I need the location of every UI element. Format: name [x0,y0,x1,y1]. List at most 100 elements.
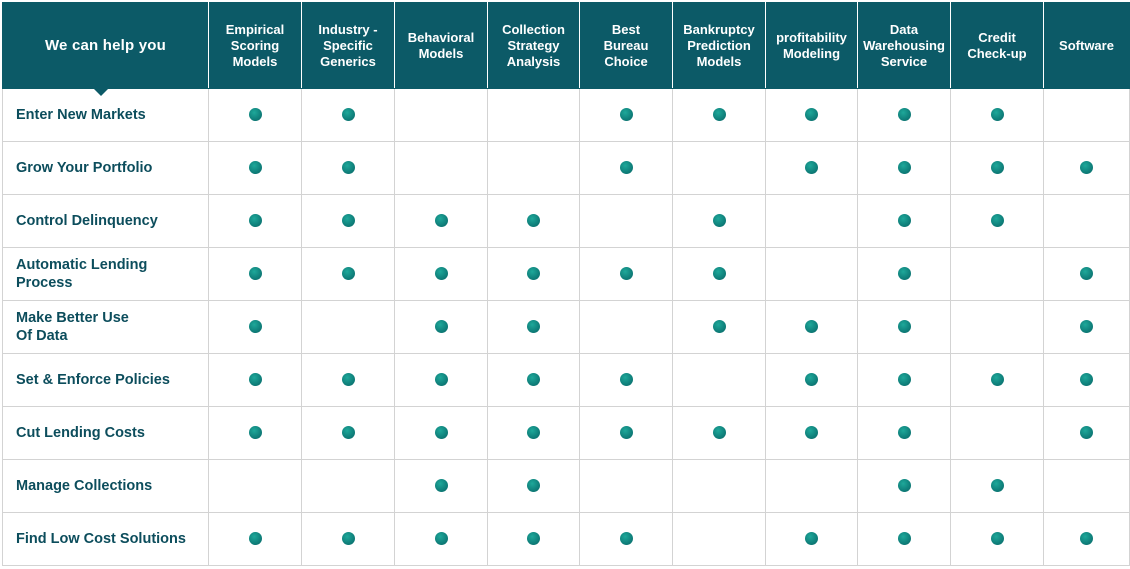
matrix-cell [672,300,766,354]
matrix-cell [1043,141,1130,195]
row-label-cell: Control Delinquency [2,194,209,248]
column-header-line: Models [418,45,464,61]
filled-circle-dot-icon [248,532,262,546]
column-header-line: Prediction [687,37,751,53]
table-row: Control Delinquency [2,194,1130,248]
matrix-cell [208,88,302,142]
filled-circle-dot-icon [527,214,540,228]
filled-circle-dot-icon [434,320,448,334]
row-label-cell: Grow Your Portfolio [2,141,209,195]
filled-circle-dot-icon [990,108,1004,122]
matrix-cell [672,353,766,407]
matrix-cell [394,247,488,301]
column-header-line: Warehousing [863,37,945,53]
matrix-cell [672,512,766,566]
matrix-cell [579,406,673,460]
filled-circle-dot-icon [619,108,633,122]
column-header-line: Models [232,53,278,69]
matrix-cell [672,406,766,460]
matrix-cell [1043,300,1130,354]
matrix-cell [857,247,951,301]
matrix-cell [487,141,580,195]
row-label-cell: Find Low Cost Solutions [2,512,209,566]
matrix-cell [208,406,302,460]
filled-circle-dot-icon [341,267,355,281]
corner-header-cell: We can help you [2,2,209,96]
column-header-line: Models [696,53,742,69]
matrix-cell [1043,459,1130,513]
matrix-cell [857,512,951,566]
matrix-header: We can help you Empirical Scoring Models… [2,2,1130,96]
matrix-body: Enter New Markets Grow Your Portfolio Cont… [2,88,1130,566]
column-header-best-bureau-choice: Best Bureau Choice [579,2,673,89]
header-row: We can help you Empirical Scoring Models… [2,2,1130,96]
filled-circle-dot-icon [341,532,355,546]
filled-circle-dot-icon [805,532,818,546]
filled-circle-dot-icon [527,426,540,440]
filled-circle-dot-icon [712,426,726,440]
filled-circle-dot-icon [527,320,540,334]
table-row: Manage Collections [2,459,1130,513]
column-header-line: Analysis [506,53,561,69]
matrix-cell [765,353,858,407]
filled-circle-dot-icon [897,479,911,493]
column-header-line: Scoring [230,37,280,53]
matrix-cell [950,141,1044,195]
matrix-cell [1043,194,1130,248]
filled-circle-dot-icon [341,161,355,175]
column-header-line: Strategy [507,37,560,53]
matrix-cell [487,353,580,407]
filled-circle-dot-icon [527,373,540,387]
column-header-empirical-scoring-models: Empirical Scoring Models [208,2,302,89]
matrix-cell [765,247,858,301]
column-header-software: Software [1043,2,1130,89]
matrix-cell [394,406,488,460]
row-label-cell: Make Better Use Of Data [2,300,209,354]
filled-circle-dot-icon [897,267,911,281]
row-label-line: Find Low Cost Solutions [16,531,186,547]
matrix-cell [579,459,673,513]
column-header-behavioral-models: Behavioral Models [394,2,488,89]
matrix-cell [950,459,1044,513]
row-label-line: Enter New Markets [16,107,146,123]
column-header-line: Generics [320,53,376,69]
matrix-cell [950,88,1044,142]
matrix-cell [487,247,580,301]
matrix-cell [579,194,673,248]
column-header-line: Bankruptcy [683,21,755,37]
filled-circle-dot-icon [434,267,448,281]
filled-circle-dot-icon [805,320,818,334]
matrix-cell [857,88,951,142]
matrix-cell [394,512,488,566]
matrix-cell [579,353,673,407]
matrix-cell [487,459,580,513]
matrix-cell [857,353,951,407]
filled-circle-dot-icon [990,214,1004,228]
filled-circle-dot-icon [990,373,1004,387]
matrix-cell [301,141,395,195]
filled-circle-dot-icon [897,426,911,440]
filled-circle-dot-icon [897,320,911,334]
matrix-cell [857,141,951,195]
filled-circle-dot-icon [619,426,633,440]
matrix-cell [487,300,580,354]
matrix-cell [579,247,673,301]
matrix-cell [394,194,488,248]
row-label-line: Control Delinquency [16,213,158,229]
matrix-cell [1043,88,1130,142]
filled-circle-dot-icon [434,426,448,440]
row-label-line: Set & Enforce Policies [16,372,170,388]
column-header-collection-strategy-analysis: Collection Strategy Analysis [487,2,580,89]
row-label-line: Process [16,275,73,291]
row-label-cell: Manage Collections [2,459,209,513]
filled-circle-dot-icon [990,479,1004,493]
matrix-cell [950,406,1044,460]
table-row: Find Low Cost Solutions [2,512,1130,566]
filled-circle-dot-icon [527,532,540,546]
row-label-cell: Set & Enforce Policies [2,353,209,407]
column-header-bankruptcy-prediction-models: Bankruptcy Prediction Models [672,2,766,89]
filled-circle-dot-icon [619,532,633,546]
filled-circle-dot-icon [341,426,355,440]
matrix-cell [208,194,302,248]
